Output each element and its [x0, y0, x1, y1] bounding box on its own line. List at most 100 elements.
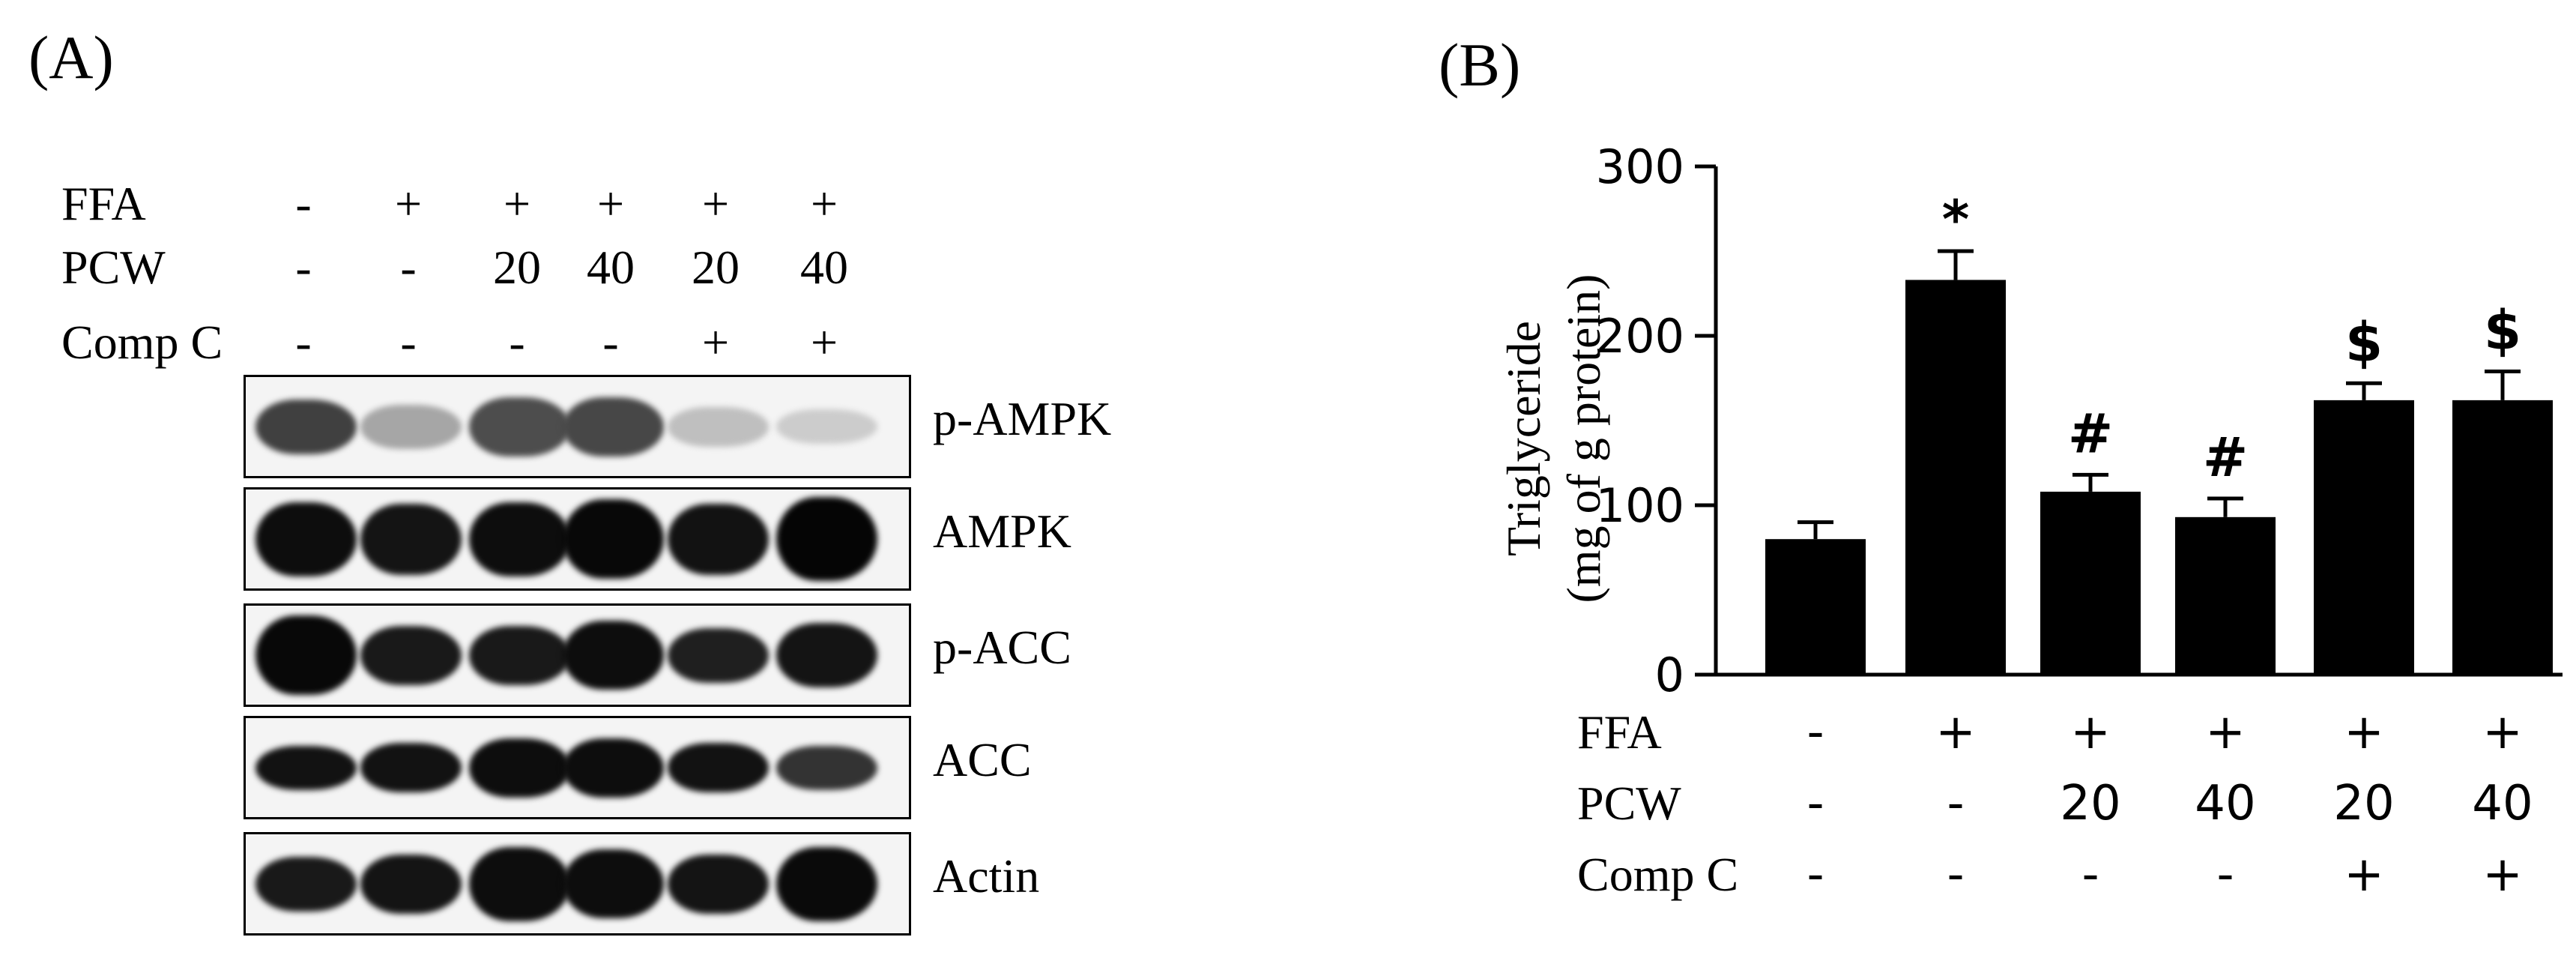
blot-band [255, 502, 357, 576]
blot-band [562, 397, 664, 457]
panel-b-row-label: PCW [1577, 777, 1681, 830]
panel-b-condition-cell: + [2482, 847, 2523, 903]
significance-marker: # [2203, 426, 2248, 489]
panel-a-condition-cell: + [596, 177, 625, 230]
blot-p-ampk-panel [244, 375, 911, 478]
panel-b-label: (B) [1439, 31, 1521, 99]
blot-band [562, 621, 664, 690]
panel-a-condition-cell: + [810, 177, 838, 230]
blot-label: Actin [933, 849, 1040, 903]
panel-b-condition-cell: + [2344, 847, 2384, 903]
panel-a-condition-cell: 40 [587, 241, 635, 294]
panel-b-condition-cell: - [2081, 847, 2099, 903]
blot-band [775, 623, 877, 687]
panel-b-condition-cell: 20 [2333, 776, 2395, 831]
panel-a-row-label: PCW [61, 241, 166, 294]
blot-acc-panel [244, 716, 911, 819]
panel-a-condition-cell: - [295, 177, 312, 230]
y-axis-label-line1: Triglyceride [1497, 321, 1550, 556]
panel-a-condition-cell: 40 [800, 241, 848, 294]
panel-a-condition-cell: - [400, 316, 417, 369]
panel-b-condition-cell: + [2070, 705, 2111, 760]
y-tick-label: 0 [1655, 648, 1684, 702]
blot-band [360, 743, 462, 792]
bar [1765, 539, 1866, 675]
blot-actin-panel [244, 832, 911, 936]
significance-marker: $ [2345, 310, 2383, 373]
blot-band [775, 746, 877, 790]
panel-a-condition-cell: - [295, 241, 312, 294]
bar [2314, 400, 2414, 675]
panel-a-label: (A) [28, 23, 114, 91]
blot-band [775, 409, 877, 444]
blot-band [562, 499, 664, 579]
panel-b-condition-cell: - [2216, 847, 2234, 903]
panel-b-condition-cell: + [2344, 705, 2384, 760]
panel-b-row-label: FFA [1577, 705, 1662, 759]
panel-a-condition-cell: - [400, 241, 417, 294]
panel-b-condition-cell: - [1947, 776, 1965, 831]
panel-a-condition-cell: + [394, 177, 423, 230]
panel-a-condition-cell: 20 [493, 241, 541, 294]
panel-a-condition-cell: - [602, 316, 619, 369]
blot-band [468, 847, 570, 921]
blot-band [667, 407, 769, 447]
panel-a-condition-cell: + [810, 316, 838, 369]
blot-band [468, 397, 570, 457]
panel-b-condition-cell: - [1947, 847, 1965, 903]
blot-band [360, 504, 462, 575]
blot-label: ACC [933, 733, 1032, 786]
bar [2175, 516, 2276, 675]
panel-b-condition-cell: 40 [2472, 776, 2533, 831]
blot-band [562, 738, 664, 798]
y-tick-label: 100 [1596, 478, 1684, 533]
blot-band [468, 738, 570, 798]
panel-a-condition-cell: 20 [692, 241, 740, 294]
blot-band [255, 400, 357, 454]
panel-b-condition-cell: + [2205, 705, 2246, 760]
blot-band [667, 628, 769, 683]
blot-p-acc-panel [244, 603, 911, 707]
blot-band [667, 743, 769, 792]
panel-a-condition-cell: + [503, 177, 531, 230]
panel-b-condition-cell: + [2482, 705, 2523, 760]
bar [1905, 280, 2006, 675]
blot-band [468, 626, 570, 685]
panel-a-condition-cell: + [701, 316, 730, 369]
panel-a-condition-cell: - [295, 316, 312, 369]
blot-band [775, 847, 877, 921]
panel-b-condition-cell: - [1806, 847, 1824, 903]
blot-band [468, 502, 570, 576]
panel-b-condition-cell: - [1806, 705, 1824, 760]
blot-band [255, 746, 357, 790]
blot-band [360, 405, 462, 449]
panel-b-condition-cell: 20 [2060, 776, 2121, 831]
blot-band [667, 504, 769, 575]
panel-a-condition-cell: - [509, 316, 525, 369]
blot-band [360, 855, 462, 914]
significance-marker: $ [2484, 298, 2521, 361]
blot-band [667, 855, 769, 914]
y-tick-label: 300 [1596, 139, 1684, 194]
panel-b-condition-cell: 40 [2195, 776, 2256, 831]
panel-b-condition-cell: - [1806, 776, 1824, 831]
blot-band [255, 857, 357, 912]
blot-band [360, 626, 462, 685]
significance-marker: # [2068, 402, 2113, 465]
blot-band [562, 849, 664, 918]
blot-label: AMPK [933, 504, 1071, 558]
blot-band [255, 615, 357, 695]
blot-label: p-ACC [933, 621, 1071, 674]
bar [2040, 491, 2141, 675]
y-axis-label-line2: (mg of g protein) [1557, 274, 1610, 603]
panel-a-row-label: Comp C [61, 316, 223, 369]
blot-label: p-AMPK [933, 392, 1112, 445]
panel-a-condition-cell: + [701, 177, 730, 230]
panel-a-row-label: FFA [61, 177, 146, 230]
y-tick-label: 200 [1596, 309, 1684, 364]
bar [2452, 400, 2553, 675]
significance-marker: * [1942, 189, 1970, 250]
blot-ampk-panel [244, 487, 911, 591]
panel-b-row-label: Comp C [1577, 848, 1739, 901]
